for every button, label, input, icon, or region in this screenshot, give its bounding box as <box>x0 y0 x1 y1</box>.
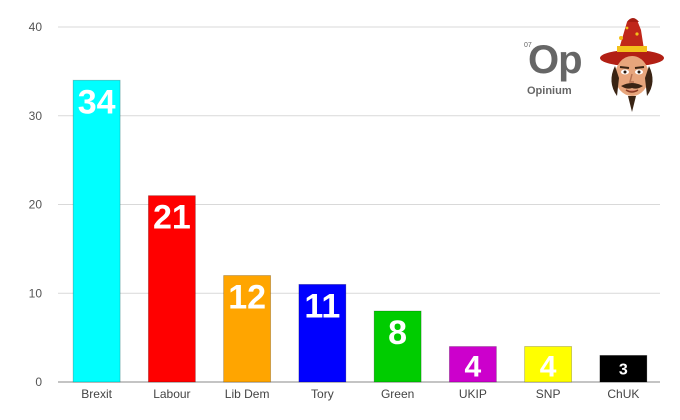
bar <box>223 275 272 383</box>
y-tick-label: 10 <box>29 286 43 300</box>
bar <box>373 310 422 383</box>
x-tick-label: Lib Dem <box>225 387 270 401</box>
x-tick-label: Tory <box>311 387 334 401</box>
logo-superscript: 07 <box>524 42 532 49</box>
x-tick-label: ChUK <box>607 387 639 401</box>
x-tick-label: SNP <box>536 387 561 401</box>
bar-data-label: 34 <box>78 83 116 121</box>
x-tick-label: UKIP <box>459 387 487 401</box>
x-tick-label: Brexit <box>81 387 112 401</box>
x-tick-label: Labour <box>153 387 190 401</box>
bar-data-label: 12 <box>228 279 266 317</box>
bar <box>72 79 121 383</box>
bar <box>448 346 497 383</box>
x-tick-label: Green <box>381 387 414 401</box>
opinium-logo: 07 Op Opinium <box>518 38 588 100</box>
bar-data-label: 4 <box>465 351 482 384</box>
bar-data-label: 4 <box>540 351 557 384</box>
bar <box>524 346 573 383</box>
y-tick-label: 30 <box>29 109 43 123</box>
bar <box>599 354 648 383</box>
bar-data-label: 21 <box>153 199 191 237</box>
logo-name: Opinium <box>527 85 572 97</box>
bar-data-label: 11 <box>304 287 340 325</box>
bar <box>298 283 347 383</box>
bar <box>147 195 196 383</box>
y-tick-label: 0 <box>35 375 42 389</box>
y-tick-label: 20 <box>29 198 43 212</box>
y-tick-label: 40 <box>29 20 43 34</box>
logo-mark: Op <box>528 38 583 82</box>
bar-data-label: 8 <box>388 314 407 352</box>
wizard-mascot-icon <box>597 16 669 116</box>
bar-data-label: 3 <box>619 362 628 379</box>
